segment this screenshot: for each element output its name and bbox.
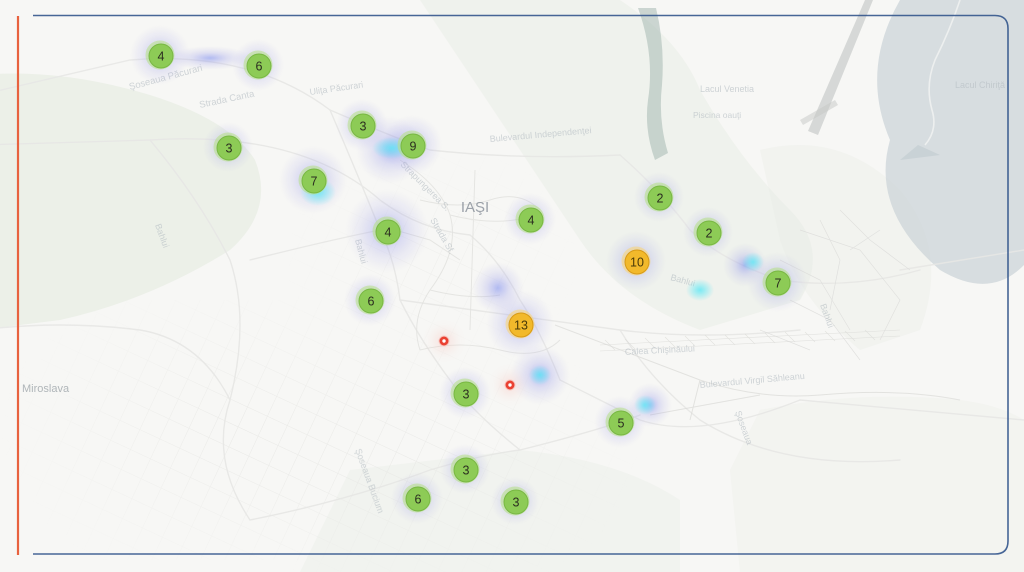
svg-text:Lacul Chiriţă: Lacul Chiriţă	[955, 80, 1005, 90]
svg-text:Piscina oauţi: Piscina oauţi	[693, 110, 741, 120]
svg-text:Miroslava: Miroslava	[22, 383, 70, 395]
svg-text:IAŞI: IAŞI	[461, 199, 489, 216]
svg-text:Lacul Venetia: Lacul Venetia	[700, 84, 754, 94]
